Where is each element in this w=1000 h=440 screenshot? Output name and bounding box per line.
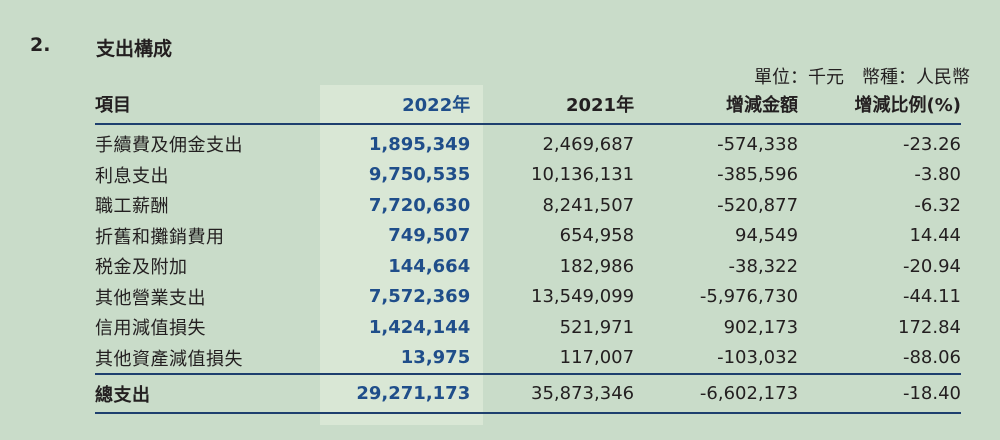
section-number: 2.: [30, 34, 51, 56]
row-item: 職工薪酬: [95, 196, 169, 218]
table-header-row: 項目 2022年 2021年 增減金額 增減比例(%): [95, 85, 961, 125]
row-2022: 7,720,630: [368, 194, 471, 216]
row-pct: -23.26: [902, 133, 961, 155]
row-2022: 1,895,349: [368, 133, 471, 155]
row-item: 其他營業支出: [95, 287, 206, 309]
table-row: 手續費及佣金支出 1,895,349 2,469,687 -574,338 -2…: [95, 124, 961, 160]
table-row: 職工薪酬 7,720,630 8,241,507 -520,877 -6.32: [95, 190, 961, 221]
row-pct: 14.44: [909, 225, 961, 247]
row-2022: 7,572,369: [368, 286, 471, 308]
row-item: 手續費及佣金支出: [95, 135, 243, 157]
row-pct: -20.94: [902, 255, 961, 277]
row-change: 94,549: [735, 225, 799, 247]
row-2021: 10,136,131: [531, 164, 635, 186]
row-pct: -44.11: [902, 286, 961, 308]
row-2021: 13,549,099: [531, 286, 635, 308]
table-row: 其他營業支出 7,572,369 13,549,099 -5,976,730 -…: [95, 282, 961, 313]
row-pct: -6.32: [914, 194, 961, 216]
total-pct: -18.40: [798, 373, 961, 414]
header-item: 項目: [95, 85, 322, 125]
row-2021: 8,241,507: [542, 194, 635, 216]
row-change: -385,596: [717, 164, 799, 186]
row-2021: 117,007: [559, 347, 635, 369]
highlight-column-2022: [320, 85, 483, 425]
header-change: 增減金額: [634, 85, 799, 125]
header-2021: 2021年: [485, 85, 635, 125]
row-pct: -3.80: [914, 164, 961, 186]
row-change: -520,877: [717, 194, 799, 216]
row-2021: 521,971: [559, 316, 635, 338]
expense-table: 項目 2022年 2021年 增減金額 增減比例(%) 手續費及佣金支出 1,8…: [95, 85, 961, 414]
row-2022: 13,975: [400, 347, 471, 369]
total-item: 總支出: [95, 373, 322, 414]
total-2022: 29,271,173: [321, 373, 486, 414]
table-row: 税金及附加 144,664 182,986 -38,322 -20.94: [95, 251, 961, 282]
row-2021: 182,986: [559, 255, 635, 277]
table-total-row: 總支出 29,271,173 35,873,346 -6,602,173 -18…: [95, 373, 961, 414]
header-2022: 2022年: [321, 85, 486, 125]
row-item: 其他資產減值損失: [95, 348, 243, 370]
unit-note: 單位：千元 幣種：人民幣: [754, 67, 970, 88]
row-change: -38,322: [728, 255, 799, 277]
row-change: 902,173: [723, 316, 799, 338]
total-change: -6,602,173: [634, 373, 799, 414]
row-pct: 172.84: [898, 316, 961, 338]
row-change: -5,976,730: [699, 286, 799, 308]
total-2021: 35,873,346: [485, 373, 635, 414]
section-title: 支出構成: [96, 38, 173, 60]
row-2021: 654,958: [559, 225, 635, 247]
row-change: -574,338: [717, 133, 799, 155]
row-2022: 1,424,144: [368, 316, 471, 338]
row-item: 利息支出: [95, 165, 169, 187]
row-2022: 9,750,535: [368, 164, 471, 186]
header-pct: 增減比例(%): [798, 85, 961, 125]
table-row: 其他資產減值損失 13,975 117,007 -103,032 -88.06: [95, 343, 961, 375]
row-item: 税金及附加: [95, 257, 188, 279]
table-row: 利息支出 9,750,535 10,136,131 -385,596 -3.80: [95, 160, 961, 191]
row-change: -103,032: [717, 347, 799, 369]
row-pct: -88.06: [902, 347, 961, 369]
row-item: 信用減值損失: [95, 318, 206, 340]
row-2022: 749,507: [388, 225, 471, 247]
row-item: 折舊和攤銷費用: [95, 226, 225, 248]
table-row: 信用減值損失 1,424,144 521,971 902,173 172.84: [95, 312, 961, 343]
row-2021: 2,469,687: [542, 133, 635, 155]
table-row: 折舊和攤銷費用 749,507 654,958 94,549 14.44: [95, 221, 961, 252]
row-2022: 144,664: [388, 255, 471, 277]
